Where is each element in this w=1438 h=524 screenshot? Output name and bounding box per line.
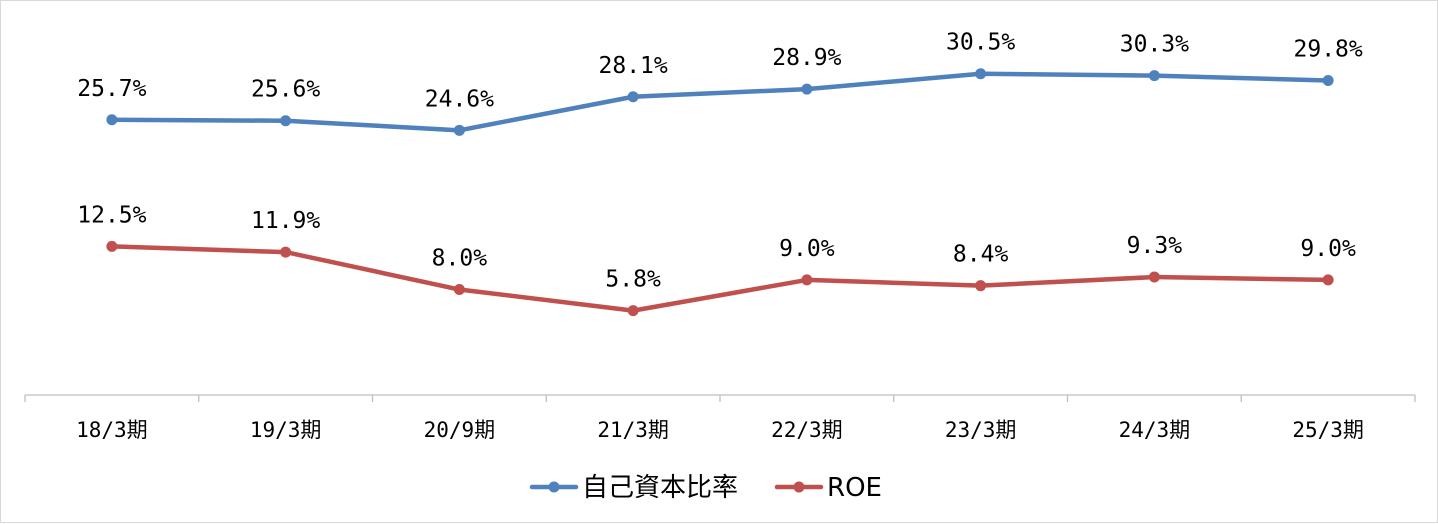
x-axis: 18/3期 19/3期 20/9期 21/3期 22/3期 23/3期 24/3期 25/3期	[24, 394, 1416, 442]
x-tick-label: 25/3期	[1292, 418, 1364, 442]
data-label: 28.9%	[772, 45, 841, 71]
data-point	[106, 240, 118, 252]
data-point	[801, 274, 813, 286]
x-tick-label: 20/9期	[424, 418, 496, 442]
x-tick-label: 22/3期	[771, 418, 843, 442]
data-label: 25.6%	[251, 77, 320, 103]
data-label: 25.7%	[77, 76, 146, 102]
series-line-1	[109, 244, 1331, 313]
x-tick-label: 21/3期	[597, 418, 669, 442]
data-label: 29.8%	[1294, 36, 1363, 62]
data-point	[975, 280, 987, 292]
legend-label: ROE	[827, 473, 882, 503]
data-labels: 25.7% 25.6% 24.6% 28.1% 28.9% 30.5% 30.3% 29.8%…	[77, 30, 1363, 293]
x-tick-label: 24/3期	[1119, 418, 1191, 442]
data-point	[1148, 271, 1160, 283]
legend-swatch-marker	[548, 481, 560, 493]
data-point	[1148, 70, 1160, 82]
data-point	[280, 115, 292, 127]
data-label: 9.0%	[779, 236, 835, 262]
data-label: 8.0%	[432, 246, 488, 272]
data-label: 11.9%	[251, 208, 320, 234]
data-label: 28.1%	[599, 53, 668, 79]
data-label: 9.3%	[1127, 233, 1183, 259]
legend-swatch-marker	[793, 481, 805, 493]
data-label: 9.0%	[1300, 236, 1356, 262]
data-point	[1322, 74, 1334, 86]
data-label: 30.3%	[1120, 32, 1189, 58]
data-point	[627, 91, 639, 103]
series-layer	[106, 68, 1334, 317]
series-line-0	[109, 71, 1331, 133]
data-point	[975, 68, 987, 80]
x-tick-label: 23/3期	[945, 418, 1017, 442]
data-label: 12.5%	[77, 202, 146, 228]
data-point	[106, 114, 118, 126]
x-tick-label: 18/3期	[76, 418, 148, 442]
data-point	[627, 305, 639, 317]
legend-label: 自己資本比率	[582, 473, 738, 503]
data-point	[280, 246, 292, 258]
data-label: 5.8%	[605, 267, 661, 293]
data-point	[1322, 274, 1334, 286]
data-label: 24.6%	[425, 86, 494, 112]
data-point	[453, 284, 465, 296]
legend-item-0: 自己資本比率	[529, 473, 738, 503]
data-label: 30.5%	[946, 30, 1015, 56]
data-point	[801, 83, 813, 95]
data-label: 8.4%	[953, 242, 1009, 268]
data-point	[453, 124, 465, 136]
legend-item-1: ROE	[774, 473, 882, 503]
x-tick-label: 19/3期	[250, 418, 322, 442]
legend: 自己資本比率 ROE	[529, 473, 882, 503]
